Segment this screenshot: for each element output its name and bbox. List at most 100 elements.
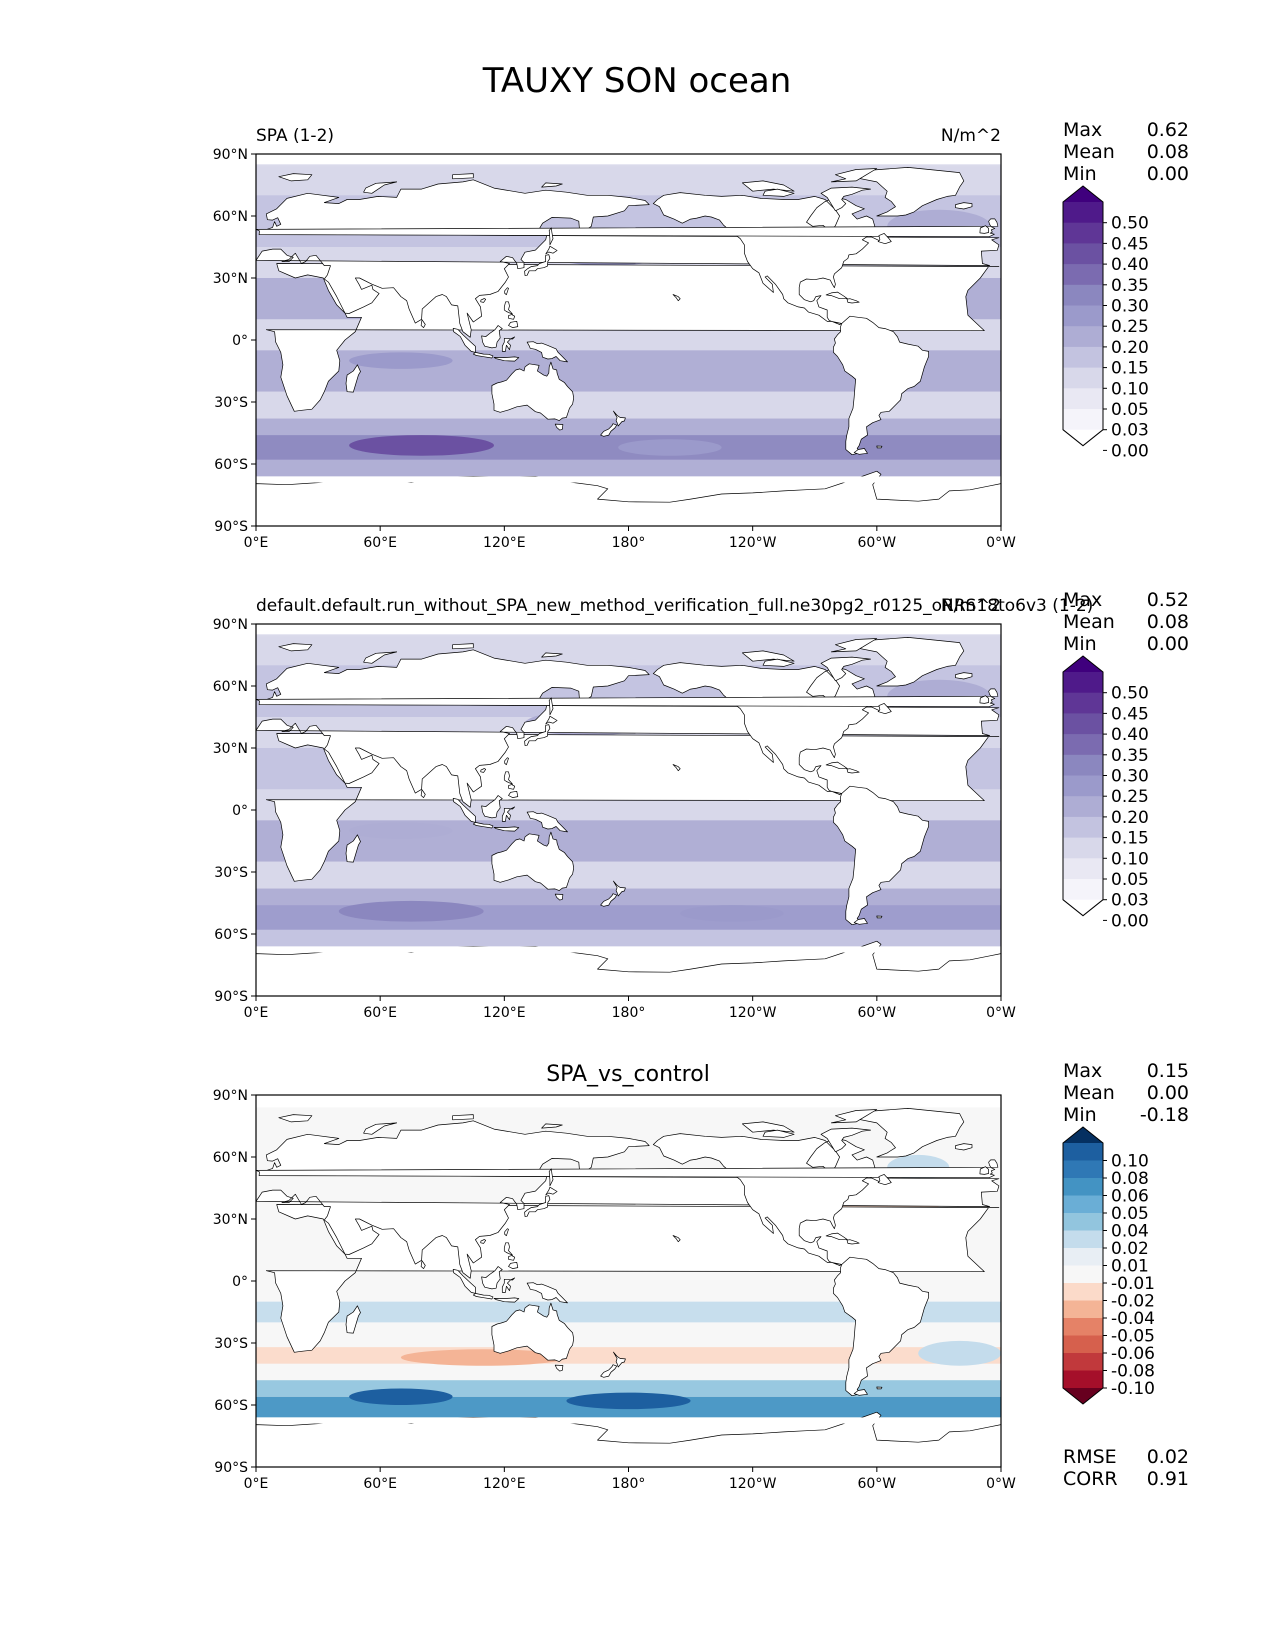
panel-test-lon-ticks: 0°E 60°E 120°E 180° 120°W 60°W 0°W xyxy=(244,526,1016,551)
coastline-hawaii xyxy=(672,1235,681,1243)
coastline-sri-lanka xyxy=(420,319,426,328)
colorbar-segment xyxy=(1063,346,1103,369)
coastline-sakhalin xyxy=(548,697,554,716)
colorbar-segment xyxy=(1063,409,1103,431)
lon-tick-label: 0°W xyxy=(986,535,1016,551)
coastline-newfoundland xyxy=(877,1174,892,1186)
coastline-severnaya xyxy=(452,643,474,650)
lat-tick-label: 30°N xyxy=(213,741,248,757)
field-band xyxy=(256,459,1001,477)
coastline-new-siberian xyxy=(541,182,563,188)
coastline-visayas xyxy=(508,784,516,790)
coastline-lesser-sunda xyxy=(493,826,520,832)
coastline-arctic-is-na xyxy=(741,650,795,662)
field-anomaly xyxy=(918,1340,1001,1366)
coastline-new-siberian xyxy=(541,652,563,658)
colorbar-label: 0.10 xyxy=(1111,379,1149,399)
coastline-nz-north xyxy=(613,410,626,427)
coastline-eurasia xyxy=(256,1120,1000,1279)
coastline-lesser-sunda xyxy=(493,1297,520,1303)
colorbar-label: 0.00 xyxy=(1111,911,1149,931)
colorbar-segment xyxy=(1063,816,1103,839)
lat-tick-label: 60°S xyxy=(214,1398,248,1414)
colorbar-label: 0.50 xyxy=(1111,684,1149,704)
panel-diff-lon-ticks: 0°E 60°E 120°E 180° 120°W 60°W 0°W xyxy=(244,1467,1016,1492)
lat-tick-label: 60°N xyxy=(213,679,248,695)
colorbar-segment xyxy=(1063,1195,1103,1214)
coastline-mindanao xyxy=(508,791,519,798)
lon-tick-label: 180° xyxy=(612,1476,646,1492)
metric-corr-label: CORR xyxy=(1063,1468,1118,1490)
coastline-new-siberian xyxy=(541,1123,563,1129)
colorbar-segment xyxy=(1063,879,1103,901)
colorbar-label: 0.05 xyxy=(1111,870,1149,890)
coastline-sakhalin xyxy=(548,1168,554,1187)
lon-tick-label: 60°W xyxy=(857,1005,896,1021)
field-band xyxy=(256,418,1001,436)
coastline-novaya-zemlya xyxy=(363,181,398,194)
lat-tick-label: 90°S xyxy=(214,989,248,1005)
coastline-ireland xyxy=(979,695,989,704)
panel-ref: default.default.run_without_SPA_new_meth… xyxy=(213,589,1189,1021)
colorbar-segment xyxy=(1063,1318,1103,1336)
lat-tick-label: 0° xyxy=(232,803,248,819)
coastline-ellesmere xyxy=(830,1109,878,1124)
lat-tick-label: 30°S xyxy=(214,395,248,411)
coastline-greenland xyxy=(855,167,965,217)
stat-max-value: 0.15 xyxy=(1147,1060,1189,1082)
colorbar-label: 0.25 xyxy=(1111,787,1149,807)
colorbar-label: 0.03 xyxy=(1111,891,1149,911)
coastline-new-guinea xyxy=(526,811,568,833)
colorbar-segment xyxy=(1063,858,1103,880)
stat-max-value: 0.62 xyxy=(1147,119,1189,141)
colorbar-segment xyxy=(1063,692,1103,714)
colorbar-label: 0.04 xyxy=(1111,1222,1149,1242)
coastline-iceland xyxy=(955,202,973,210)
coastline-cuba xyxy=(825,761,848,770)
colorbar-segment xyxy=(1063,775,1103,797)
colorbar-segment xyxy=(1063,672,1103,694)
colorbar-segment xyxy=(1063,713,1103,735)
coastline-new-guinea xyxy=(526,1282,568,1304)
coastline-baffin xyxy=(820,656,871,682)
coastline-sri-lanka xyxy=(420,1260,426,1269)
lon-tick-label: 0°E xyxy=(244,1476,269,1492)
coastline-java xyxy=(472,1293,494,1300)
colorbar-segment xyxy=(1063,1265,1103,1284)
lat-tick-label: 0° xyxy=(232,333,248,349)
field-anomaly xyxy=(338,900,484,922)
coastline-arctic-is-na xyxy=(741,1121,795,1133)
panel-ref-lon-ticks: 0°E 60°E 120°E 180° 120°W 60°W 0°W xyxy=(244,996,1016,1021)
colorbar-segment xyxy=(1063,1300,1103,1319)
coastline-hokkaido xyxy=(545,245,558,255)
coastline-hokkaido xyxy=(545,715,558,725)
coastline-australia xyxy=(491,361,575,421)
panel-diff-colorbar: 0.100.080.060.050.040.020.01-0.01-0.02-0… xyxy=(1062,1126,1155,1405)
coastline-south-america xyxy=(833,785,929,926)
stat-max-value: 0.52 xyxy=(1147,589,1189,611)
stat-mean-label: Mean xyxy=(1063,141,1115,163)
colorbar-label: 0.00 xyxy=(1111,441,1149,461)
colorbar-label: 0.45 xyxy=(1111,704,1149,724)
colorbar-extend-min xyxy=(1063,429,1103,446)
coastline-luzon xyxy=(503,1242,513,1256)
field-band xyxy=(256,929,1001,947)
coastline-nz-north xyxy=(613,1351,626,1368)
coastline-sulawesi xyxy=(501,806,516,822)
field-anomaly xyxy=(349,352,453,369)
panel-diff-lat-ticks: 90°N 60°N 30°N 0° 30°S 60°S 90°S xyxy=(213,1088,256,1476)
coastline-novaya-zemlya xyxy=(363,651,398,664)
colorbar-segment xyxy=(1063,734,1103,756)
colorbar-label: 0.10 xyxy=(1111,849,1149,869)
field-anomaly xyxy=(349,1388,453,1405)
coastline-nz-south xyxy=(600,893,618,907)
coastline-tierra-del-fuego xyxy=(853,1389,868,1396)
colorbar-segment xyxy=(1063,243,1103,265)
coastline-japan xyxy=(524,1195,551,1217)
coastline-svalbard xyxy=(278,643,313,652)
panel-test-map xyxy=(256,154,1001,526)
coastline-svalbard xyxy=(278,1114,313,1123)
lon-tick-label: 60°W xyxy=(857,535,896,551)
coastline-cuba xyxy=(825,1232,848,1241)
